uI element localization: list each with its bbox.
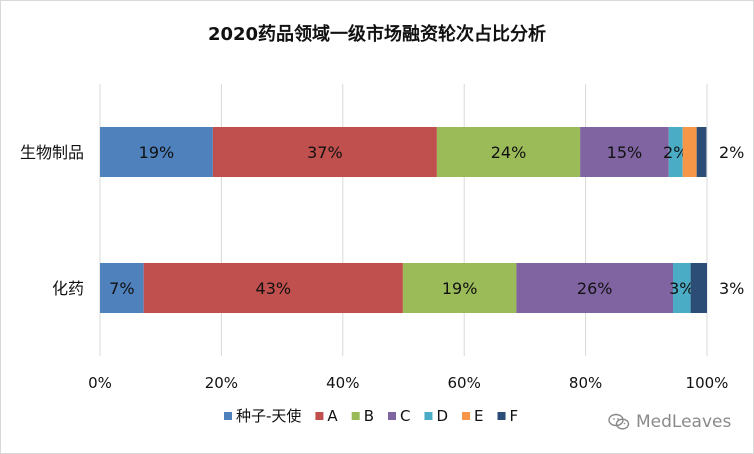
legend-swatch bbox=[462, 412, 471, 420]
bar-segment bbox=[696, 127, 707, 177]
legend-swatch bbox=[351, 412, 360, 420]
data-label: 15% bbox=[607, 143, 643, 162]
data-label: 3% bbox=[669, 279, 694, 298]
data-label: 2% bbox=[663, 143, 688, 162]
bar-segment bbox=[668, 127, 683, 177]
legend-swatch bbox=[387, 412, 396, 420]
legend-label: 种子-天使 bbox=[236, 407, 301, 425]
legend-label: A bbox=[327, 407, 338, 425]
watermark: MedLeaves bbox=[608, 412, 731, 432]
data-label: 19% bbox=[442, 279, 478, 298]
legend-swatch bbox=[424, 412, 433, 420]
wechat-icon bbox=[608, 413, 630, 430]
bar-segment bbox=[143, 263, 403, 313]
data-label: 43% bbox=[256, 279, 292, 298]
bar-segment bbox=[100, 127, 213, 177]
x-tick-label: 80% bbox=[569, 374, 602, 392]
x-tick-label: 40% bbox=[326, 374, 359, 392]
category-label: 生物制品 bbox=[20, 143, 84, 162]
legend-label: D bbox=[436, 407, 448, 425]
legend-swatch bbox=[224, 412, 232, 420]
legend-swatch bbox=[497, 412, 506, 420]
data-label: 7% bbox=[109, 279, 134, 298]
category-label: 化药 bbox=[52, 279, 84, 298]
watermark-text: MedLeaves bbox=[636, 412, 732, 432]
data-label: 37% bbox=[307, 143, 343, 162]
bar-segment bbox=[100, 263, 144, 313]
legend-label: F bbox=[510, 407, 519, 425]
x-tick-label: 100% bbox=[686, 374, 729, 392]
data-label: 26% bbox=[577, 279, 613, 298]
data-label: 19% bbox=[139, 143, 175, 162]
x-tick-label: 60% bbox=[448, 374, 481, 392]
bar-segment bbox=[402, 263, 517, 313]
data-label: 2% bbox=[719, 143, 744, 162]
data-label: 24% bbox=[491, 143, 527, 162]
bar-segment bbox=[690, 263, 707, 313]
legend-label: E bbox=[474, 407, 483, 425]
bar-segment bbox=[580, 127, 669, 177]
bar-segment bbox=[212, 127, 437, 177]
legend-label: B bbox=[364, 407, 374, 425]
data-label: 3% bbox=[719, 279, 744, 298]
legend-swatch bbox=[315, 412, 324, 420]
x-tick-label: 0% bbox=[88, 374, 112, 392]
bar-segment bbox=[516, 263, 674, 313]
chart-title: 2020药品领域一级市场融资轮次占比分析 bbox=[207, 24, 547, 45]
bar-segment bbox=[673, 263, 691, 313]
bar-segment bbox=[682, 127, 697, 177]
x-tick-label: 20% bbox=[205, 374, 238, 392]
bar-segment bbox=[436, 127, 581, 177]
legend-label: C bbox=[400, 407, 410, 425]
